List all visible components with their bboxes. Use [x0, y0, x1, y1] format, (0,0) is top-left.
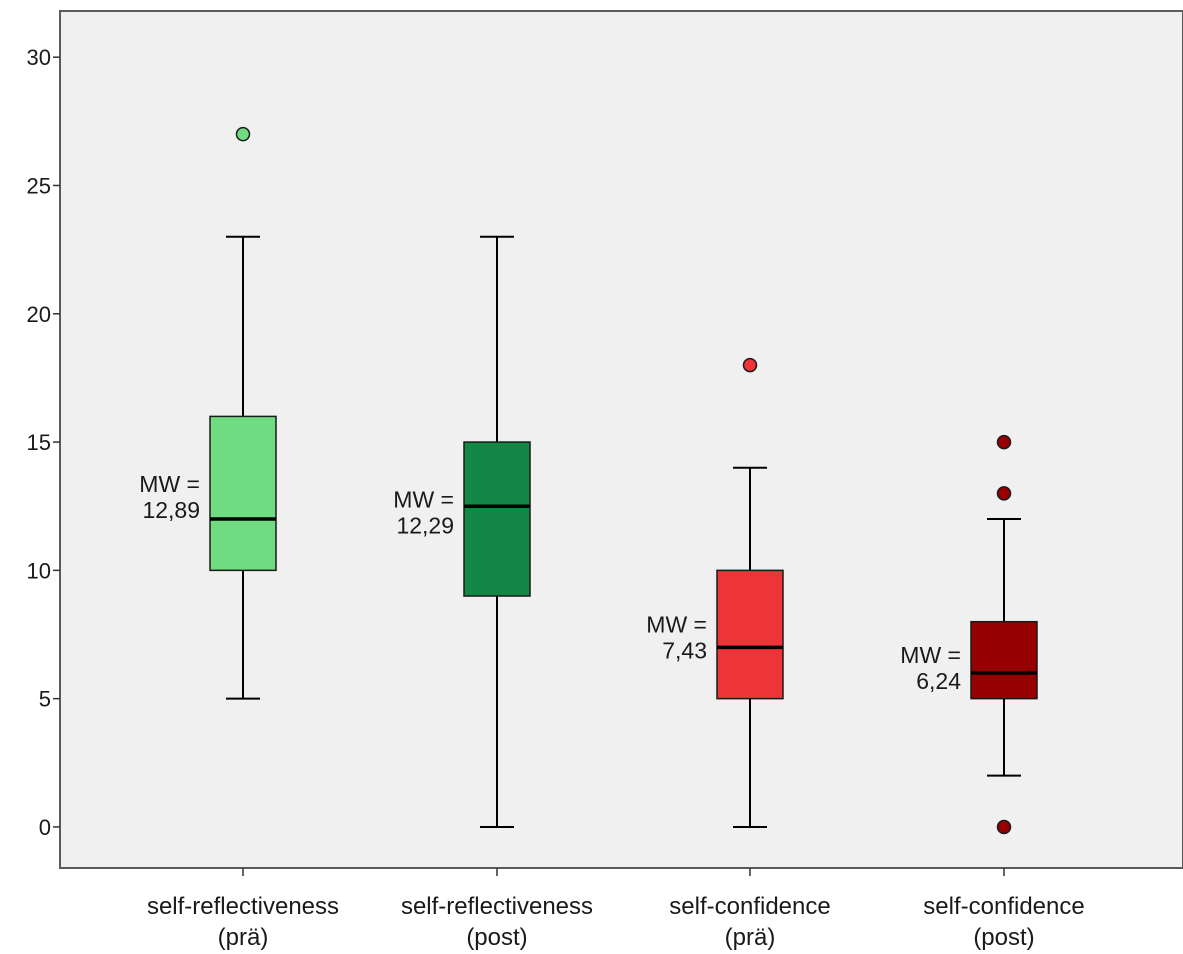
iqr-box	[970, 620, 1038, 700]
category-label-line1: self-confidence	[669, 893, 830, 920]
y-tick-label: 5	[39, 687, 51, 712]
y-tick-label: 20	[27, 302, 51, 327]
outlier-point	[996, 434, 1012, 450]
outlier-point	[996, 819, 1012, 835]
box-group	[716, 357, 784, 828]
mean-annotation-line1: MW =	[900, 642, 961, 668]
box-group	[463, 235, 531, 828]
mean-annotation-line1: MW =	[646, 611, 707, 637]
category-label-line2: (post)	[466, 924, 527, 951]
mean-annotation-line1: MW =	[139, 471, 200, 497]
mean-annotation-line1: MW =	[393, 487, 454, 513]
category-label-line1: self-reflectiveness	[147, 893, 339, 920]
y-tick-label: 15	[27, 430, 51, 455]
outlier-point	[235, 126, 251, 142]
category-label-line2: (prä)	[218, 924, 269, 951]
iqr-box	[463, 441, 531, 597]
iqr-box	[716, 569, 784, 700]
category-label-line2: (post)	[973, 924, 1034, 951]
y-tick-label: 30	[27, 45, 51, 70]
boxes-group	[209, 126, 1038, 835]
outlier-point	[742, 357, 758, 373]
y-axis: 0 5 10 15 20 25 30	[27, 45, 60, 840]
mean-annotation-line2: 6,24	[916, 668, 961, 694]
x-axis: self-reflectiveness (prä) self-reflectiven…	[147, 868, 1085, 951]
y-tick-label: 10	[27, 558, 51, 583]
y-tick-label: 0	[39, 815, 51, 840]
mean-annotation-line2: 12,89	[142, 497, 200, 523]
box-group	[209, 126, 277, 700]
outlier-point	[996, 486, 1012, 501]
y-tick-label: 25	[27, 173, 51, 198]
category-label-line2: (prä)	[725, 924, 776, 951]
category-label-line1: self-confidence	[923, 893, 1084, 920]
mean-annotation-line2: 12,29	[396, 513, 454, 539]
category-label-line1: self-reflectiveness	[401, 893, 593, 920]
iqr-box	[209, 415, 277, 572]
mean-annotation-line2: 7,43	[662, 637, 707, 663]
box-group	[970, 434, 1038, 835]
